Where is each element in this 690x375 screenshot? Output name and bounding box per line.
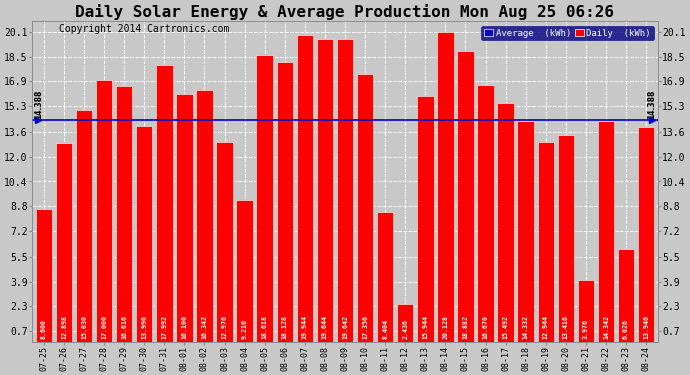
Bar	[457, 51, 473, 342]
Bar	[196, 90, 213, 342]
Text: 18.882: 18.882	[462, 315, 469, 339]
Text: 16.616: 16.616	[121, 315, 127, 339]
Bar	[136, 126, 152, 342]
Text: 9.210: 9.210	[241, 319, 248, 339]
Bar	[357, 74, 373, 342]
Text: 12.944: 12.944	[543, 315, 549, 339]
Text: 19.644: 19.644	[322, 315, 328, 339]
Bar	[257, 55, 273, 342]
Text: Copyright 2014 Cartronics.com: Copyright 2014 Cartronics.com	[59, 24, 229, 34]
Bar	[317, 39, 333, 342]
Text: 14.388: 14.388	[647, 89, 656, 118]
Text: 18.618: 18.618	[262, 315, 268, 339]
Text: 14.388: 14.388	[34, 89, 43, 118]
Text: 13.416: 13.416	[563, 315, 569, 339]
Bar	[176, 94, 193, 342]
Bar	[578, 280, 594, 342]
Text: 16.342: 16.342	[201, 315, 208, 339]
Text: 16.670: 16.670	[482, 315, 489, 339]
Text: 17.356: 17.356	[362, 315, 368, 339]
Text: 14.342: 14.342	[603, 315, 609, 339]
Text: 12.898: 12.898	[61, 315, 67, 339]
Bar	[538, 142, 554, 342]
Text: 13.990: 13.990	[141, 315, 147, 339]
Bar	[377, 212, 393, 342]
Text: 2.436: 2.436	[402, 319, 408, 339]
Bar	[558, 135, 574, 342]
Bar	[36, 209, 52, 342]
Bar	[397, 304, 413, 342]
Text: 19.944: 19.944	[302, 315, 308, 339]
Bar	[417, 96, 433, 342]
Bar	[96, 80, 112, 342]
Bar	[437, 32, 453, 342]
Bar	[116, 86, 132, 342]
Text: 14.332: 14.332	[522, 315, 529, 339]
Text: 15.492: 15.492	[502, 315, 509, 339]
Text: 17.000: 17.000	[101, 315, 107, 339]
Bar	[638, 127, 654, 342]
Bar	[337, 39, 353, 342]
Bar	[297, 34, 313, 342]
Text: 8.404: 8.404	[382, 319, 388, 339]
Bar	[217, 142, 233, 342]
Bar	[56, 143, 72, 342]
Bar	[618, 249, 634, 342]
Text: 6.026: 6.026	[623, 319, 629, 339]
Bar	[497, 103, 514, 342]
Bar	[477, 85, 494, 342]
Text: 17.992: 17.992	[161, 315, 168, 339]
Text: 12.976: 12.976	[221, 315, 228, 339]
Bar	[237, 200, 253, 342]
Text: 15.944: 15.944	[422, 315, 428, 339]
Text: 16.100: 16.100	[181, 315, 188, 339]
Text: 13.946: 13.946	[643, 315, 649, 339]
Bar	[598, 121, 614, 342]
Text: 3.976: 3.976	[583, 319, 589, 339]
Bar	[76, 110, 92, 342]
Text: 20.128: 20.128	[442, 315, 448, 339]
Text: 19.642: 19.642	[342, 315, 348, 339]
Text: 18.128: 18.128	[282, 315, 288, 339]
Bar	[518, 121, 534, 342]
Bar	[277, 63, 293, 342]
Legend: Average  (kWh), Daily  (kWh): Average (kWh), Daily (kWh)	[482, 26, 653, 40]
Text: 8.600: 8.600	[41, 319, 47, 339]
Text: 15.030: 15.030	[81, 315, 87, 339]
Bar	[156, 64, 172, 342]
Title: Daily Solar Energy & Average Production Mon Aug 25 06:26: Daily Solar Energy & Average Production …	[75, 4, 615, 20]
